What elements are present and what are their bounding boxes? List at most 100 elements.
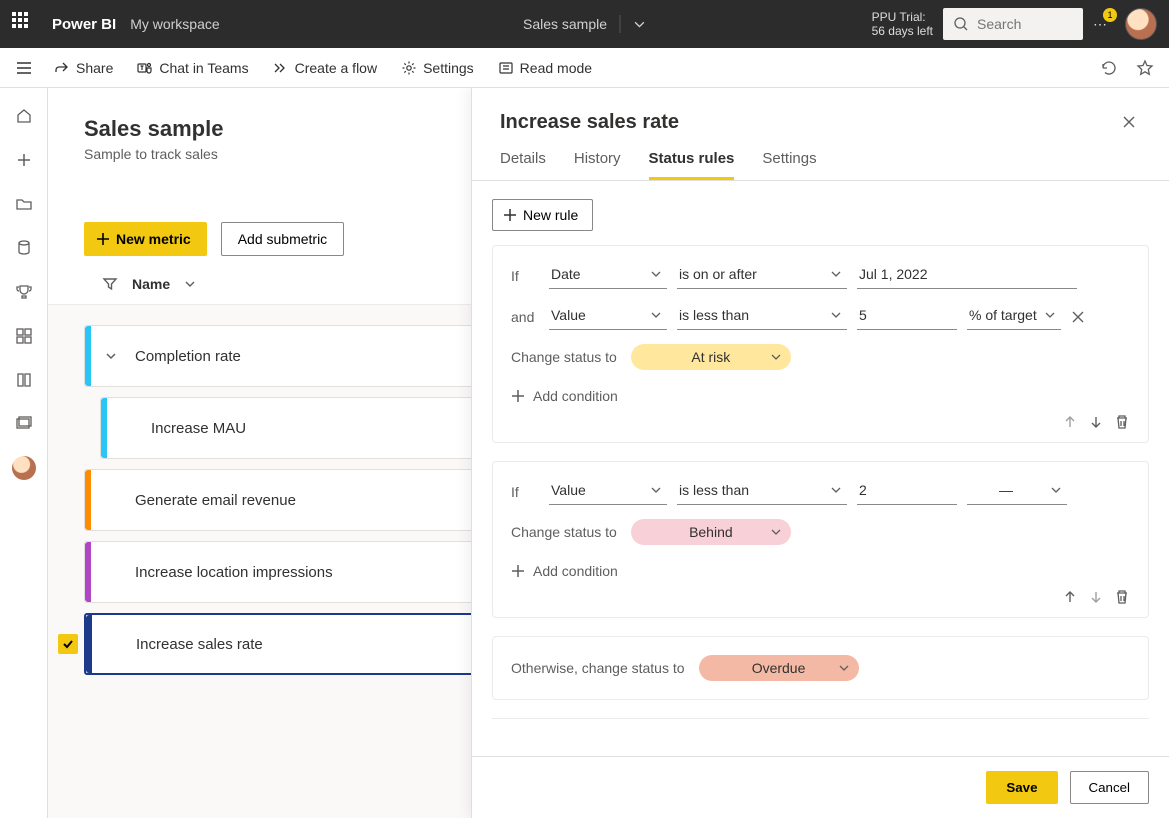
plus-icon [511,389,525,403]
create-flow-button[interactable]: Create a flow [263,54,387,82]
gear-icon [401,60,417,76]
nav-create[interactable] [4,140,44,180]
hamburger-icon [15,59,33,77]
chat-teams-button[interactable]: Chat in Teams [127,54,258,82]
otherwise-status-select[interactable]: Overdue [699,655,859,681]
more-button[interactable]: ⋯1 [1093,16,1115,33]
panel-close-button[interactable] [1117,110,1141,134]
nav-my-workspace[interactable] [4,448,44,488]
rule2-add-condition-button[interactable]: Add condition [511,559,1130,583]
nav-home[interactable] [4,96,44,136]
status-color-bar [101,398,107,458]
workspace-label[interactable]: My workspace [130,16,219,32]
read-mode-button[interactable]: Read mode [488,54,602,82]
search-icon [953,16,969,32]
rule1-status-select[interactable]: At risk [631,344,791,370]
rule1-add-condition-button[interactable]: Add condition [511,384,1130,408]
status-color-bar [85,470,91,530]
rule1-remove-cond-button[interactable] [1071,310,1085,324]
plus-icon [503,208,517,222]
save-button[interactable]: Save [986,771,1057,804]
notification-badge: 1 [1103,8,1117,22]
folder-icon [15,195,33,213]
close-icon [1071,310,1085,324]
otherwise-block: Otherwise, change status to Overdue [492,636,1149,700]
change-status-label: Change status to [511,349,617,365]
new-rule-button[interactable]: New rule [492,199,593,231]
rule1-op2-select[interactable]: is less than [677,303,847,330]
nav-learn[interactable] [4,360,44,400]
rule2-status-select[interactable]: Behind [631,519,791,545]
chevron-down-icon[interactable] [184,278,196,290]
rule1-field1-select[interactable]: Date [549,262,667,289]
expand-toggle[interactable] [91,350,131,362]
avatar[interactable] [1125,8,1157,40]
rule-block-2: If Value is less than 2 — Change status … [492,461,1149,618]
tab-settings[interactable]: Settings [762,150,816,180]
status-color-bar [85,542,91,602]
settings-button[interactable]: Settings [391,54,484,82]
workspace-icon [15,415,33,433]
rule2-field1-select[interactable]: Value [549,478,667,505]
rule2-unit1-select[interactable]: — [967,478,1067,505]
tab-status-rules[interactable]: Status rules [649,150,735,180]
chevron-down-icon [831,269,841,279]
trial-status: PPU Trial: 56 days left [872,10,933,38]
search-input[interactable] [977,16,1067,32]
nav-workspaces[interactable] [4,404,44,444]
main-content: Sales sample Sample to track sales 5 Met… [48,88,1169,818]
rule2-val1-input[interactable]: 2 [857,478,957,505]
row-checkbox[interactable] [58,634,78,654]
chevron-down-icon [1045,310,1055,320]
command-bar: Share Chat in Teams Create a flow Settin… [0,48,1169,88]
add-submetric-button[interactable]: Add submetric [221,222,344,256]
new-metric-button[interactable]: New metric [84,222,207,256]
apps-icon [15,327,33,345]
rule-block-1: If Date is on or after Jul 1, 2022 and V… [492,245,1149,443]
chevron-down-icon [105,350,117,362]
chevron-down-icon [632,17,646,31]
nav-browse[interactable] [4,184,44,224]
nav-rail [0,88,48,818]
favorite-button[interactable] [1129,52,1161,84]
change-status-label: Change status to [511,524,617,540]
nav-data[interactable] [4,228,44,268]
refresh-button[interactable] [1093,52,1125,84]
rule2-op1-select[interactable]: is less than [677,478,847,505]
rule1-field2-select[interactable]: Value [549,303,667,330]
brand-label: Power BI [52,16,116,33]
and-label: and [511,309,539,325]
rule1-val1-input[interactable]: Jul 1, 2022 [857,262,1077,289]
nav-toggle[interactable] [8,59,40,77]
rule1-op1-select[interactable]: is on or after [677,262,847,289]
book-icon [15,371,33,389]
arrow-up-icon[interactable] [1062,589,1078,605]
teams-icon [137,60,153,76]
trash-icon[interactable] [1114,414,1130,430]
tab-history[interactable]: History [574,150,621,180]
column-name[interactable]: Name [132,276,170,292]
nav-apps[interactable] [4,316,44,356]
close-icon [1121,114,1137,130]
filter-icon[interactable] [102,276,118,292]
page-title: Sales sample [84,116,223,142]
trash-icon[interactable] [1114,589,1130,605]
search-box[interactable] [943,8,1083,40]
plus-icon [15,151,33,169]
cancel-button[interactable]: Cancel [1070,771,1150,804]
share-button[interactable]: Share [44,54,123,82]
nav-goals[interactable] [4,272,44,312]
arrow-down-icon[interactable] [1088,414,1104,430]
arrow-up-icon [1062,414,1078,430]
app-launcher-icon[interactable] [12,12,36,36]
flow-icon [273,60,289,76]
chevron-down-icon [651,485,661,495]
rule1-unit2-select[interactable]: % of target [967,303,1061,330]
read-icon [498,60,514,76]
panel-title: Increase sales rate [500,111,1117,134]
tab-details[interactable]: Details [500,150,546,180]
report-switcher[interactable]: Sales sample [523,15,646,33]
status-color-bar [86,615,92,673]
divider [619,15,620,33]
rule1-val2-input[interactable]: 5 [857,303,957,330]
